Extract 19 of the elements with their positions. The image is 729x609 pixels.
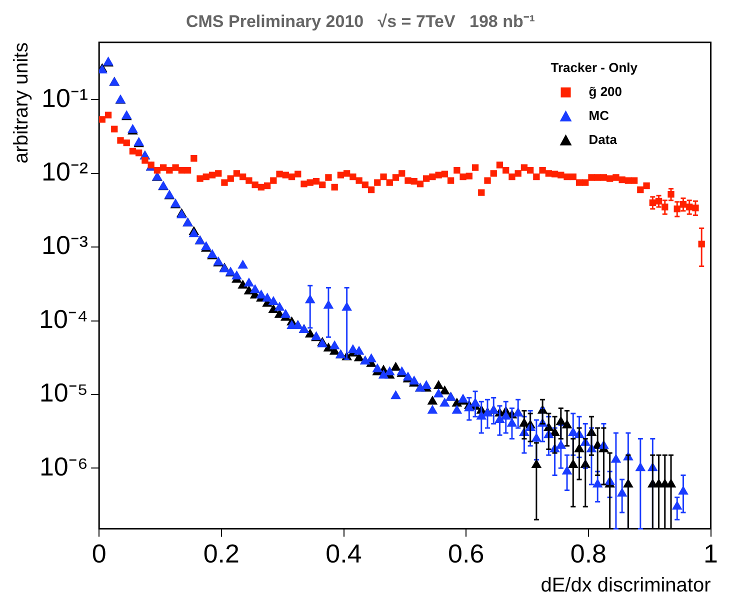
chart-title: CMS Preliminary 2010 √s = 7TeV 198 nb⁻¹ xyxy=(186,12,536,31)
x-axis-title: dE/dx discriminator xyxy=(540,574,712,597)
y-tick-label: 10⁻⁶ xyxy=(39,451,88,482)
legend-label: MC xyxy=(588,108,610,123)
y-tick-label: 10⁻¹ xyxy=(42,82,88,113)
y-tick-label: 10⁻⁵ xyxy=(39,378,88,408)
x-tick-label: 0 xyxy=(92,538,106,569)
legend-label: g̃ 200 xyxy=(588,84,622,99)
legend-label: Data xyxy=(588,132,618,147)
y-axis-title: arbitrary units xyxy=(10,42,33,164)
y-tick-label: 10⁻³ xyxy=(42,230,88,260)
x-tick-label: 0.8 xyxy=(570,538,607,569)
x-tick-label: 1 xyxy=(704,538,718,569)
y-tick-label: 10⁻² xyxy=(42,156,88,187)
x-tick-label: 0.6 xyxy=(448,538,484,569)
x-tick-label: 0.4 xyxy=(326,538,362,569)
y-tick-label: 10⁻⁴ xyxy=(39,304,88,334)
legend-title: Tracker - Only xyxy=(550,60,638,75)
x-tick-label: 0.2 xyxy=(203,538,240,569)
